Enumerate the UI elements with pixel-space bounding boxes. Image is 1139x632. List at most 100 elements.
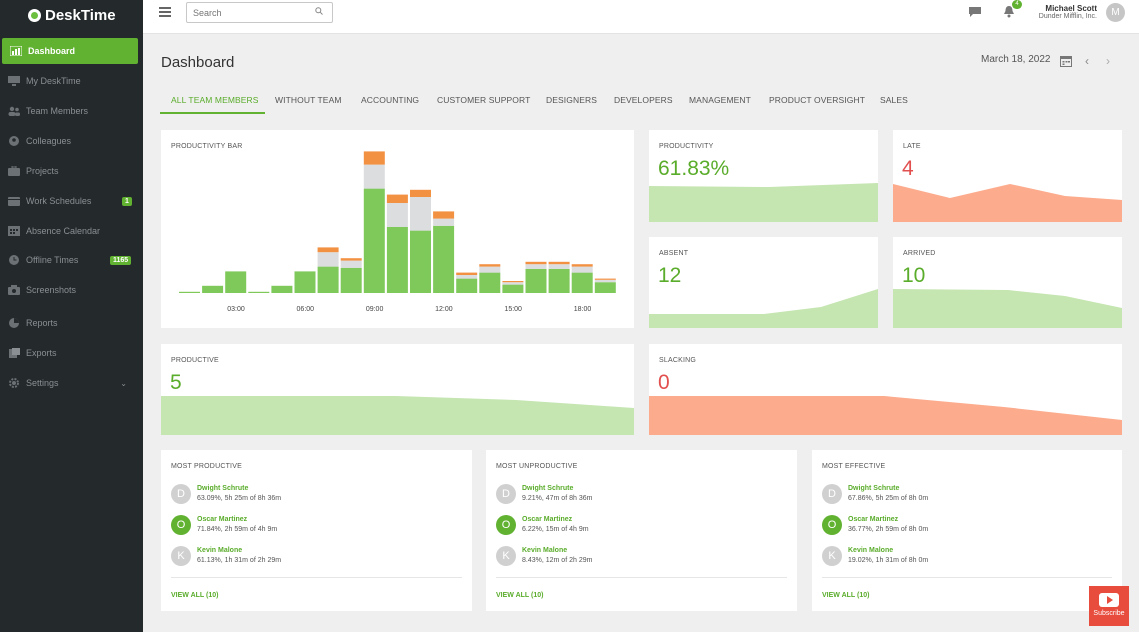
prev-date-button[interactable]: ‹ bbox=[1085, 54, 1089, 68]
subscribe-label: Subscribe bbox=[1093, 610, 1125, 617]
person-name[interactable]: Oscar Martinez bbox=[848, 516, 899, 523]
sidebar-item-absence-calendar[interactable]: Absence Calendar bbox=[0, 218, 143, 244]
bar-segment-unproductive[interactable] bbox=[386, 194, 408, 203]
bar-segment-unproductive[interactable] bbox=[433, 211, 455, 219]
sidebar-item-colleagues[interactable]: Colleagues bbox=[0, 128, 143, 154]
sidebar-item-work-schedules[interactable]: Work Schedules 1 bbox=[0, 188, 143, 214]
search-icon[interactable] bbox=[315, 7, 323, 15]
subscribe-button[interactable]: Subscribe bbox=[1089, 586, 1129, 626]
bar-segment-unproductive[interactable] bbox=[502, 281, 524, 283]
tab-product-oversight[interactable]: PRODUCT OVERSIGHT bbox=[769, 95, 865, 105]
bar-segment-productive[interactable] bbox=[594, 282, 616, 293]
avatar: K bbox=[496, 546, 516, 566]
bar-segment-productive[interactable] bbox=[433, 225, 455, 293]
sidebar-item-projects[interactable]: Projects bbox=[0, 158, 143, 184]
bar-segment-productive[interactable] bbox=[202, 285, 224, 293]
search-input[interactable] bbox=[186, 2, 333, 23]
tab-developers[interactable]: DEVELOPERS bbox=[614, 95, 673, 105]
sidebar-item-reports[interactable]: Reports bbox=[0, 310, 143, 336]
bar-segment-neutral[interactable] bbox=[340, 260, 362, 268]
tab-without-team[interactable]: WITHOUT TEAM bbox=[275, 95, 342, 105]
bar-segment-productive[interactable] bbox=[340, 267, 362, 293]
bar-segment-unproductive[interactable] bbox=[456, 272, 478, 275]
bar-segment-productive[interactable] bbox=[294, 271, 316, 293]
bar-segment-neutral[interactable] bbox=[479, 266, 501, 273]
calendar-icon[interactable] bbox=[1060, 55, 1072, 67]
person-name[interactable]: Dwight Schrute bbox=[522, 485, 574, 492]
person-stat: 63.09%, 5h 25m of 8h 36m bbox=[197, 495, 282, 502]
bar-segment-neutral[interactable] bbox=[456, 275, 478, 279]
bar-segment-productive[interactable] bbox=[248, 291, 270, 293]
bar-segment-unproductive[interactable] bbox=[525, 261, 547, 265]
app-logo[interactable]: DeskTime bbox=[0, 0, 143, 30]
bar-segment-neutral[interactable] bbox=[410, 197, 431, 231]
bar-segment-productive[interactable] bbox=[525, 269, 547, 293]
bar-segment-productive[interactable] bbox=[502, 284, 524, 293]
bar-segment-neutral[interactable] bbox=[548, 264, 570, 269]
bar-segment-neutral[interactable] bbox=[386, 203, 408, 227]
bar-segment-neutral[interactable] bbox=[502, 282, 524, 285]
person-name[interactable]: Dwight Schrute bbox=[197, 485, 249, 492]
view-all-link[interactable]: VIEW ALL (10) bbox=[822, 592, 870, 599]
bar-segment-neutral[interactable] bbox=[525, 264, 547, 269]
bar-segment-productive[interactable] bbox=[225, 271, 247, 293]
person-name[interactable]: Kevin Malone bbox=[848, 547, 894, 554]
person-name[interactable]: Oscar Martinez bbox=[197, 516, 248, 523]
bar-segment-productive[interactable] bbox=[179, 291, 200, 293]
bar-segment-productive[interactable] bbox=[386, 227, 408, 293]
sidebar: DeskTime Dashboard My DeskTime Team Memb… bbox=[0, 0, 143, 632]
bar-segment-productive[interactable] bbox=[317, 266, 339, 293]
user-name[interactable]: Michael Scott bbox=[1045, 4, 1097, 13]
tab-designers[interactable]: DESIGNERS bbox=[546, 95, 597, 105]
sidebar-item-settings[interactable]: Settings ⌄ bbox=[0, 370, 143, 396]
sidebar-item-dashboard[interactable]: Dashboard bbox=[2, 38, 138, 64]
bar-segment-unproductive[interactable] bbox=[571, 264, 593, 267]
person-name[interactable]: Dwight Schrute bbox=[848, 485, 900, 492]
card-title: ARRIVED bbox=[903, 250, 936, 257]
bar-segment-productive[interactable] bbox=[548, 269, 570, 293]
person-name[interactable]: Oscar Martinez bbox=[522, 516, 573, 523]
view-all-link[interactable]: VIEW ALL (10) bbox=[496, 592, 544, 599]
person-name[interactable]: Kevin Malone bbox=[197, 547, 243, 554]
sidebar-item-team-members[interactable]: Team Members bbox=[0, 98, 143, 124]
tab-customer-support[interactable]: CUSTOMER SUPPORT bbox=[437, 95, 531, 105]
bar-segment-productive[interactable] bbox=[410, 230, 431, 293]
bar-segment-unproductive[interactable] bbox=[479, 264, 501, 267]
sidebar-item-offline-times[interactable]: Offline Times 1165 bbox=[0, 247, 143, 273]
bar-segment-productive[interactable] bbox=[363, 188, 385, 293]
bar-segment-neutral[interactable] bbox=[433, 218, 455, 226]
chat-icon[interactable] bbox=[968, 6, 982, 18]
bar-segment-productive[interactable] bbox=[456, 278, 478, 293]
bell-icon[interactable] bbox=[1003, 5, 1015, 18]
x-tick-label: 18:00 bbox=[574, 306, 592, 313]
tab-all-team-members[interactable]: ALL TEAM MEMBERS bbox=[171, 95, 259, 105]
sidebar-item-screenshots[interactable]: Screenshots bbox=[0, 277, 143, 303]
user-avatar[interactable]: M bbox=[1106, 3, 1125, 22]
bar-segment-unproductive[interactable] bbox=[317, 247, 339, 253]
tab-management[interactable]: MANAGEMENT bbox=[689, 95, 751, 105]
bar-segment-unproductive[interactable] bbox=[340, 258, 362, 261]
youtube-icon bbox=[1099, 593, 1119, 607]
bar-segment-productive[interactable] bbox=[271, 285, 293, 293]
tab-sales[interactable]: SALES bbox=[880, 95, 908, 105]
bar-segment-neutral[interactable] bbox=[571, 266, 593, 273]
person-name[interactable]: Kevin Malone bbox=[522, 547, 568, 554]
bar-segment-unproductive[interactable] bbox=[594, 278, 616, 280]
active-tab-indicator bbox=[160, 112, 265, 114]
bar-segment-neutral[interactable] bbox=[594, 279, 616, 283]
sidebar-item-my-desktime[interactable]: My DeskTime bbox=[0, 68, 143, 94]
bar-segment-unproductive[interactable] bbox=[548, 261, 570, 265]
productivity-bar-chart[interactable]: 03:00 06:00 09:00 12:00 15:00 18:00 bbox=[161, 130, 634, 328]
view-all-link[interactable]: VIEW ALL (10) bbox=[171, 592, 219, 599]
hamburger-menu-icon[interactable] bbox=[159, 7, 171, 17]
sidebar-item-exports[interactable]: Exports bbox=[0, 340, 143, 366]
bar-segment-unproductive[interactable] bbox=[410, 189, 431, 197]
logo-icon bbox=[28, 8, 41, 22]
bar-segment-neutral[interactable] bbox=[317, 252, 339, 267]
bar-segment-productive[interactable] bbox=[571, 272, 593, 293]
bar-segment-neutral[interactable] bbox=[363, 164, 385, 189]
tab-accounting[interactable]: ACCOUNTING bbox=[361, 95, 420, 105]
next-date-button[interactable]: › bbox=[1106, 54, 1110, 68]
bar-segment-unproductive[interactable] bbox=[363, 151, 385, 165]
bar-segment-productive[interactable] bbox=[479, 272, 501, 293]
